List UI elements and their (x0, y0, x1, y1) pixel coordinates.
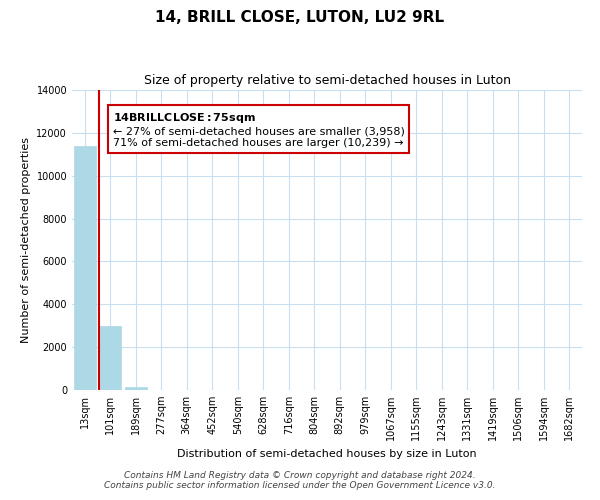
Bar (100, 326, 121, 390)
Y-axis label: Number of semi-detached properties: Number of semi-detached properties (21, 137, 31, 343)
Bar (125, 388, 146, 390)
Text: Contains HM Land Registry data © Crown copyright and database right 2024.
Contai: Contains HM Land Registry data © Crown c… (104, 470, 496, 490)
Text: $\mathbf{14 BRILL CLOSE: 75sqm}$
← 27% of semi-detached houses are smaller (3,95: $\mathbf{14 BRILL CLOSE: 75sqm}$ ← 27% o… (113, 111, 404, 148)
X-axis label: Distribution of semi-detached houses by size in Luton: Distribution of semi-detached houses by … (177, 448, 477, 458)
Text: 14, BRILL CLOSE, LUTON, LU2 9RL: 14, BRILL CLOSE, LUTON, LU2 9RL (155, 10, 445, 25)
Bar (74, 146, 95, 390)
Title: Size of property relative to semi-detached houses in Luton: Size of property relative to semi-detach… (143, 74, 511, 88)
